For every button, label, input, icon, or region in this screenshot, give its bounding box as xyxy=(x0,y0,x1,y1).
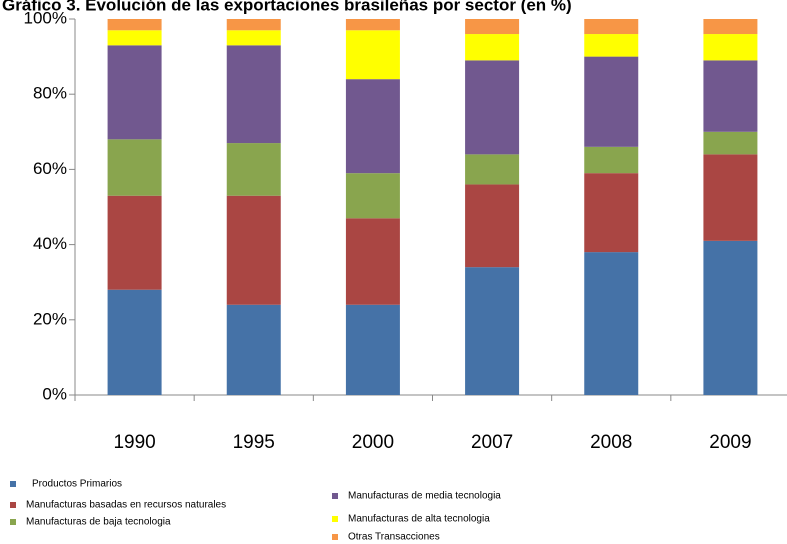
x-tick-label: 2009 xyxy=(709,432,751,453)
bar-segment xyxy=(107,195,162,290)
bar-segment xyxy=(465,184,520,268)
bar-segment xyxy=(584,146,639,174)
y-tick-label: 0% xyxy=(42,384,67,403)
bar-segment xyxy=(345,79,400,174)
legend-label: Otras Transacciones xyxy=(348,532,440,543)
y-tick-label: 20% xyxy=(33,309,67,328)
bar-segment xyxy=(703,240,758,395)
x-tick-label: 1990 xyxy=(113,432,155,453)
bar-segment xyxy=(345,218,400,305)
bar-segment xyxy=(584,19,639,35)
bar-segment xyxy=(584,56,639,147)
bar-segment xyxy=(226,195,281,305)
bar-segment xyxy=(584,173,639,253)
legend-swatch xyxy=(332,516,338,522)
legend-swatch xyxy=(10,519,16,525)
bar-segment xyxy=(465,34,520,61)
x-tick-label: 2007 xyxy=(471,432,513,453)
bar-segment xyxy=(465,19,520,35)
bar-segment xyxy=(226,45,281,144)
bar-segment xyxy=(107,19,162,31)
bar-segment xyxy=(107,30,162,46)
chart-title: Gráfico 3. Evolución de las exportacione… xyxy=(2,0,572,14)
legend-label: Manufacturas de alta tecnologia xyxy=(348,514,490,525)
y-tick-label: 100% xyxy=(24,8,67,27)
bar-segment xyxy=(703,34,758,61)
bar-segment xyxy=(107,289,162,395)
bar-segment xyxy=(584,34,639,57)
legend-swatch xyxy=(332,493,338,499)
x-tick-label: 2000 xyxy=(352,432,394,453)
bar-segment xyxy=(703,60,758,132)
bar-segment xyxy=(703,19,758,35)
bar-segment xyxy=(345,173,400,219)
bar-segment xyxy=(107,139,162,196)
y-tick-label: 80% xyxy=(33,84,67,103)
legend-swatch xyxy=(332,534,338,540)
x-tick-label: 2008 xyxy=(590,432,632,453)
x-tick-label: 1995 xyxy=(233,432,275,453)
bar-segment xyxy=(703,131,758,155)
bar-segment xyxy=(345,30,400,80)
bar-segment xyxy=(465,154,520,185)
bar-segment xyxy=(584,252,639,395)
bar-segment xyxy=(465,60,520,155)
bar-segment xyxy=(226,143,281,196)
legend-swatch xyxy=(10,481,16,487)
y-tick-label: 40% xyxy=(33,234,67,253)
bar-segment xyxy=(703,154,758,241)
y-tick-label: 60% xyxy=(33,159,67,178)
bar-segment xyxy=(226,304,281,395)
legend-swatch xyxy=(10,502,16,508)
bar-segment xyxy=(345,19,400,31)
legend-label: Manufacturas basadas en recursos natural… xyxy=(26,500,226,511)
bar-segment xyxy=(226,19,281,31)
bar-segment xyxy=(107,45,162,140)
bar-segment xyxy=(465,267,520,395)
bar-segment xyxy=(345,304,400,395)
legend-label: Manufacturas de baja tecnologia xyxy=(26,517,171,528)
bar-segment xyxy=(226,30,281,46)
legend-label: Productos Primarios xyxy=(32,479,122,490)
legend-label: Manufacturas de media tecnologia xyxy=(348,491,501,502)
